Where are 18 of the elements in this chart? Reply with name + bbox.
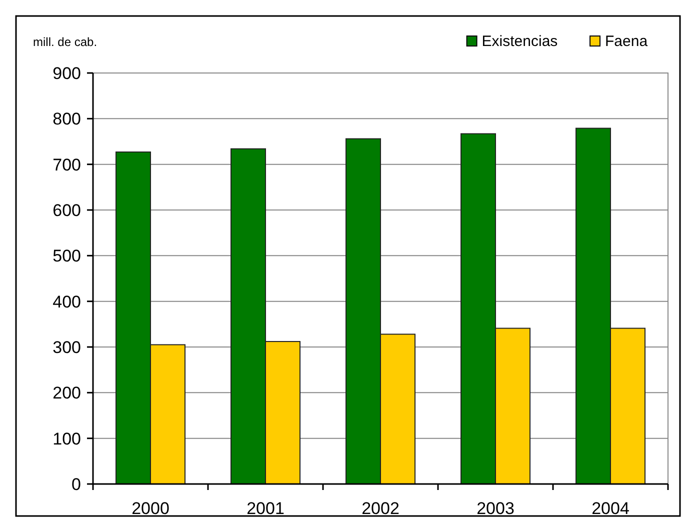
y-tick-label: 400 xyxy=(52,292,81,312)
y-tick-label: 600 xyxy=(52,200,81,220)
legend-label: Existencias xyxy=(482,33,558,50)
y-tick-label: 100 xyxy=(52,429,81,448)
y-tick-label: 700 xyxy=(52,155,81,174)
x-tick-label: 2004 xyxy=(592,499,630,518)
y-tick-label: 300 xyxy=(52,338,81,357)
x-tick-label: 2001 xyxy=(246,499,284,518)
y-tick-label: 0 xyxy=(72,474,81,494)
x-tick-label: 2002 xyxy=(362,499,400,518)
y-axis-title: mill. de cab. xyxy=(33,35,98,49)
y-tick-label: 900 xyxy=(52,64,81,83)
y-tick-label: 800 xyxy=(52,110,81,129)
y-tick-label: 500 xyxy=(52,246,81,266)
x-tick-label: 2003 xyxy=(476,499,514,518)
x-tick-label: 2000 xyxy=(132,499,170,518)
legend-label: Faena xyxy=(605,33,648,50)
y-tick-label: 200 xyxy=(52,384,81,403)
